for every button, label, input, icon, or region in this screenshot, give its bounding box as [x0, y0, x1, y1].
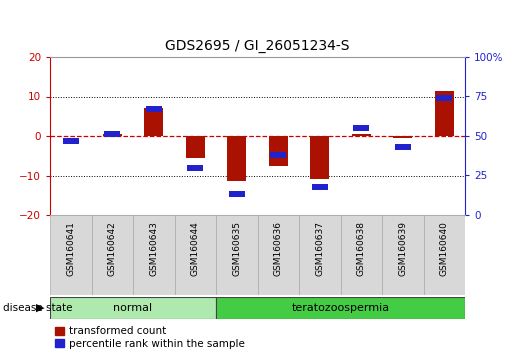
- Bar: [50, 215, 92, 295]
- Text: ▶: ▶: [37, 303, 45, 313]
- Bar: [393, 136, 412, 138]
- Bar: [175, 215, 216, 295]
- Text: GSM160643: GSM160643: [149, 221, 158, 276]
- Text: GSM160640: GSM160640: [440, 221, 449, 276]
- Bar: [186, 136, 204, 158]
- Bar: [258, 215, 299, 295]
- Bar: [436, 95, 452, 101]
- Text: GSM160641: GSM160641: [66, 221, 75, 276]
- Bar: [228, 136, 246, 181]
- Bar: [353, 125, 369, 131]
- Bar: [216, 215, 258, 295]
- Text: GSM160636: GSM160636: [274, 221, 283, 276]
- Bar: [216, 297, 465, 319]
- Bar: [133, 215, 175, 295]
- Text: GSM160642: GSM160642: [108, 221, 117, 276]
- Bar: [63, 138, 79, 144]
- Text: GSM160635: GSM160635: [232, 221, 241, 276]
- Text: GSM160638: GSM160638: [357, 221, 366, 276]
- Bar: [423, 215, 465, 295]
- Text: GSM160644: GSM160644: [191, 221, 200, 276]
- Bar: [311, 136, 329, 179]
- Text: GSM160639: GSM160639: [398, 221, 407, 276]
- Text: teratozoospermia: teratozoospermia: [291, 303, 389, 313]
- Bar: [144, 108, 163, 136]
- Bar: [299, 215, 340, 295]
- Bar: [340, 215, 382, 295]
- Text: disease state: disease state: [3, 303, 72, 313]
- Bar: [352, 134, 371, 136]
- Bar: [382, 215, 423, 295]
- Bar: [50, 297, 216, 319]
- Bar: [229, 192, 245, 198]
- Bar: [105, 131, 120, 137]
- Legend: transformed count, percentile rank within the sample: transformed count, percentile rank withi…: [55, 326, 245, 349]
- Text: normal: normal: [113, 303, 152, 313]
- Bar: [395, 144, 410, 150]
- Text: GSM160637: GSM160637: [315, 221, 324, 276]
- Bar: [435, 91, 454, 136]
- Bar: [103, 134, 122, 136]
- Bar: [92, 215, 133, 295]
- Bar: [269, 136, 287, 166]
- Bar: [312, 184, 328, 189]
- Title: GDS2695 / GI_26051234-S: GDS2695 / GI_26051234-S: [165, 39, 350, 53]
- Bar: [187, 165, 203, 171]
- Bar: [270, 152, 286, 158]
- Bar: [146, 106, 162, 112]
